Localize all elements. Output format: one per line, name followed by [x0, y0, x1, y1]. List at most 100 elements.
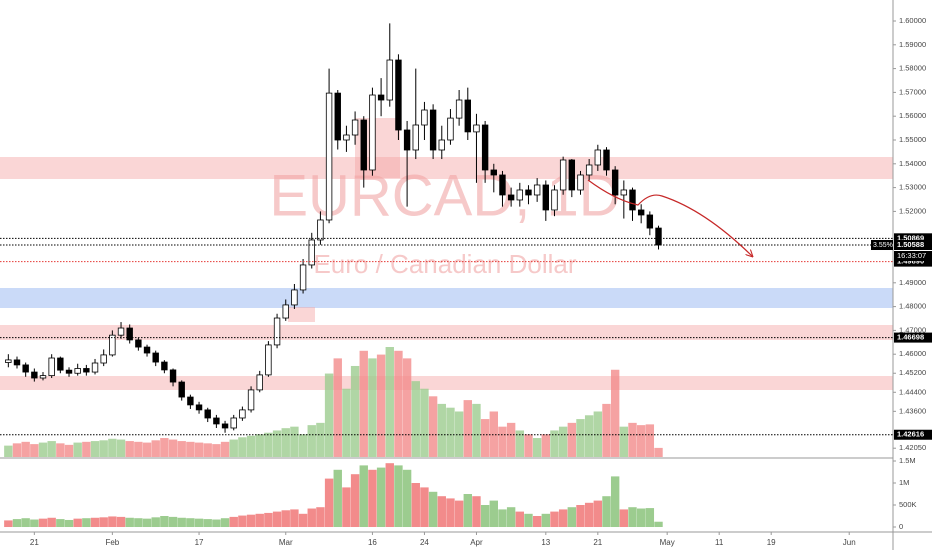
volume-bar: [281, 510, 290, 528]
x-tick-label: May: [660, 538, 675, 547]
y-tick-label: 1.55000: [899, 135, 926, 144]
candle-body: [221, 423, 229, 429]
volume-overlay-bar: [645, 424, 655, 457]
volume-overlay-bar: [229, 439, 238, 457]
volume-overlay-bar: [454, 411, 464, 457]
candle-body: [83, 368, 90, 373]
candle-body: [585, 164, 593, 176]
candle-body: [13, 359, 21, 366]
volume-bar: [532, 516, 542, 528]
zone: [0, 325, 893, 340]
candle-body: [395, 59, 402, 131]
volume-overlay-bar: [82, 441, 91, 457]
volume-overlay-bar: [619, 426, 629, 457]
candle-body: [57, 357, 64, 371]
x-tick-label: 21: [593, 538, 602, 547]
volume-bar: [359, 465, 368, 528]
volume-bar: [99, 517, 108, 528]
volume-bar: [524, 513, 533, 528]
volume-bar: [402, 469, 412, 528]
volume-bar: [602, 496, 611, 528]
volume-overlay-bar: [480, 419, 490, 457]
candle-body: [455, 99, 463, 119]
volume-bar: [420, 487, 429, 528]
volume-overlay-bar: [134, 441, 143, 457]
volume-bar: [177, 517, 186, 528]
volume-bar: [489, 500, 498, 528]
candle-body: [577, 174, 584, 191]
candle-body: [291, 289, 298, 306]
volume-bar: [203, 519, 212, 528]
candle-body: [386, 59, 393, 101]
volume-overlay-bar: [489, 411, 498, 457]
x-tick-label: Apr: [470, 538, 483, 547]
volume-overlay-bar: [290, 426, 299, 457]
volume-bar: [472, 496, 481, 528]
y-tick-label: 1.54000: [899, 159, 926, 168]
candle-body: [377, 94, 385, 101]
volume-overlay-bar: [142, 442, 152, 457]
volume-overlay-bar: [125, 441, 134, 457]
price-level-box: [894, 256, 932, 267]
volume-bar: [428, 491, 438, 528]
candle-body: [325, 92, 333, 221]
volume-overlay-bar: [160, 438, 169, 457]
volume-bar: [619, 509, 629, 528]
volume-tick-label: 1M: [899, 478, 909, 487]
x-tick-label: 17: [195, 538, 204, 547]
volume-bar: [298, 513, 308, 528]
volume-bar: [229, 516, 238, 528]
volume-overlay-bar: [298, 434, 308, 457]
candle-body: [568, 159, 576, 191]
candle-body: [369, 94, 376, 171]
volume-bar: [593, 500, 603, 528]
volume-overlay-bar: [168, 439, 178, 457]
volume-overlay-bar: [203, 443, 212, 457]
volume-bar: [446, 498, 455, 528]
candle-body: [100, 354, 107, 364]
volume-overlay-bar: [90, 441, 100, 457]
volume-overlay-bar: [151, 440, 160, 457]
volume-bar: [368, 469, 377, 528]
volume-bar: [290, 509, 299, 528]
volume-bar: [463, 494, 472, 528]
volume-overlay-bar: [636, 425, 646, 457]
candle-body: [403, 129, 411, 151]
price-level-label: 1.50588: [897, 240, 924, 249]
candle-body: [117, 327, 125, 336]
volume-bar: [90, 517, 100, 528]
volume-bar: [212, 519, 221, 528]
change-box: [871, 240, 893, 251]
x-tick-label: Jun: [843, 538, 856, 547]
price-level-box: [894, 233, 932, 244]
candle-body: [507, 194, 515, 201]
candle-body: [230, 417, 237, 429]
volume-overlay-bar: [212, 444, 221, 457]
candle-body: [551, 189, 558, 211]
volume-overlay-bar: [567, 422, 577, 457]
volume-bar: [246, 514, 256, 528]
volume-overlay-bar: [177, 441, 186, 457]
y-tick-label: 1.44400: [899, 387, 926, 396]
candle-body: [464, 99, 471, 133]
volume-bar: [324, 478, 334, 528]
volume-bar: [272, 511, 282, 528]
volume-bar: [21, 518, 30, 528]
volume-overlay-bar: [446, 407, 455, 457]
candle-body: [516, 189, 524, 201]
volume-bar: [333, 469, 342, 528]
candle-body: [360, 119, 367, 171]
volume-bar: [4, 520, 13, 528]
volume-bar: [47, 517, 56, 528]
volume-overlay-bar: [99, 440, 108, 457]
volume-overlay-bar: [333, 358, 342, 457]
volume-bar: [151, 517, 160, 528]
candle-body: [447, 117, 454, 141]
y-tick-label: 1.48000: [899, 302, 926, 311]
volume-overlay-bar: [64, 444, 74, 457]
y-tick-label: 1.49000: [899, 278, 926, 287]
price-level-label: 1.42616: [897, 430, 924, 439]
candle-body: [525, 189, 532, 196]
volume-overlay-bar: [498, 426, 507, 457]
candle-body: [490, 169, 497, 176]
